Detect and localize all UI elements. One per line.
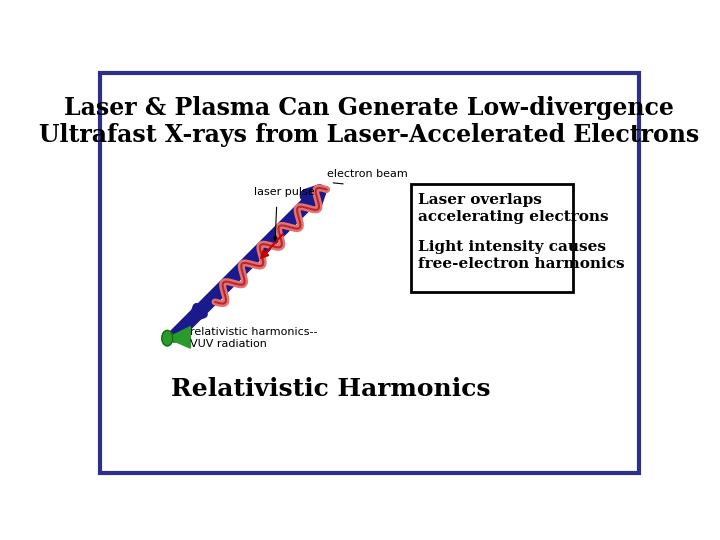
- Text: Relativistic Harmonics: Relativistic Harmonics: [171, 377, 490, 401]
- Text: Ultrafast X-rays from Laser-Accelerated Electrons: Ultrafast X-rays from Laser-Accelerated …: [39, 123, 699, 146]
- Text: Laser & Plasma Can Generate Low-divergence: Laser & Plasma Can Generate Low-divergen…: [64, 96, 674, 119]
- Text: electron beam: electron beam: [327, 169, 408, 179]
- Ellipse shape: [162, 330, 173, 346]
- Text: Light intensity causes: Light intensity causes: [418, 240, 606, 254]
- Text: Laser overlaps: Laser overlaps: [418, 193, 541, 207]
- Text: laser pulse: laser pulse: [253, 187, 314, 197]
- Text: relativistic harmonics--
VUV radiation: relativistic harmonics-- VUV radiation: [190, 327, 318, 349]
- FancyBboxPatch shape: [411, 184, 573, 292]
- Text: free-electron harmonics: free-electron harmonics: [418, 256, 624, 271]
- Text: accelerating electrons: accelerating electrons: [418, 211, 608, 224]
- Polygon shape: [167, 327, 190, 348]
